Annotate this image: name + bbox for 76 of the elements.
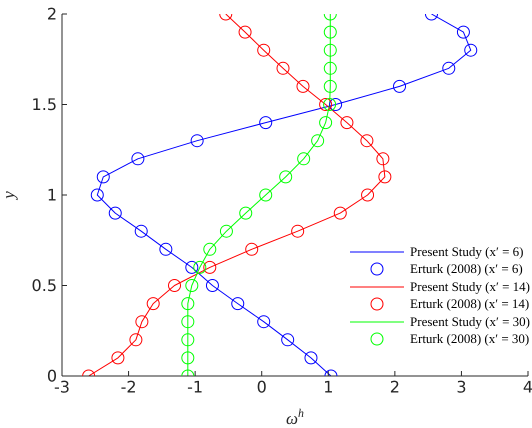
- point: [281, 333, 294, 346]
- legend-label: Erturk (2008) (x′ = 30): [410, 331, 530, 348]
- point: [181, 333, 194, 346]
- y-tick-label: 2: [46, 4, 57, 24]
- x-tick-label: -1: [187, 377, 204, 396]
- point: [279, 170, 292, 184]
- x-axis-title: ω$^{h}$: [286, 406, 304, 428]
- point: [108, 206, 122, 220]
- x-tick-label: 0: [256, 377, 267, 396]
- legend-label: Erturk (2008) (x′ = 6): [410, 261, 523, 278]
- point: [291, 224, 304, 238]
- point: [190, 134, 204, 148]
- legend-label: Present Study (x′ = 6): [410, 244, 524, 260]
- point: [361, 188, 374, 202]
- point: [135, 315, 148, 328]
- point: [181, 315, 194, 328]
- point: [90, 188, 104, 202]
- point: [206, 279, 219, 292]
- point: [159, 242, 172, 256]
- point: [319, 116, 332, 130]
- legend-label: Present Study (x′ = 14): [410, 278, 530, 295]
- point: [231, 297, 244, 310]
- point: [324, 44, 337, 57]
- point: [259, 116, 272, 130]
- point: [334, 206, 347, 220]
- point: [393, 80, 406, 93]
- point: [276, 62, 290, 75]
- point: [181, 297, 194, 310]
- point: [442, 62, 456, 75]
- point: [185, 279, 198, 292]
- point: [245, 242, 258, 256]
- x-tick-label: 4: [522, 377, 532, 396]
- point: [203, 260, 216, 274]
- point: [134, 224, 148, 238]
- y-tick-label: 1.5: [32, 95, 57, 114]
- point: [168, 279, 182, 292]
- y-tick-label: 0.5: [32, 276, 57, 296]
- point: [456, 26, 470, 39]
- point: [96, 170, 110, 184]
- point: [146, 297, 160, 310]
- point: [360, 134, 374, 148]
- point: [111, 351, 124, 364]
- x-tick-label: -2: [120, 377, 137, 396]
- point: [297, 152, 310, 166]
- x-tick-label: 3: [456, 377, 467, 396]
- point: [193, 260, 206, 274]
- point: [259, 188, 272, 202]
- point: [185, 260, 198, 274]
- point: [181, 351, 194, 364]
- point: [239, 206, 252, 220]
- point: [324, 62, 337, 75]
- point: [376, 152, 390, 166]
- point: [340, 116, 354, 130]
- point: [319, 98, 332, 111]
- point: [304, 351, 318, 364]
- y-tick-label: 1: [46, 186, 57, 205]
- point: [311, 134, 324, 148]
- x-tick-label: 1: [323, 377, 334, 396]
- legend-label: Present Study (x′ = 30): [410, 314, 530, 330]
- y-axis-title: y: [0, 190, 18, 201]
- point: [378, 170, 392, 184]
- point: [324, 80, 337, 93]
- point: [203, 242, 216, 256]
- point: [220, 224, 233, 238]
- x-tick-label: 2: [390, 377, 400, 396]
- point: [238, 26, 252, 39]
- point: [131, 152, 144, 166]
- point: [464, 44, 478, 57]
- point: [129, 333, 142, 346]
- point: [323, 98, 336, 111]
- point: [257, 315, 270, 328]
- point: [257, 44, 270, 57]
- point: [324, 26, 337, 39]
- point: [296, 80, 310, 93]
- point: [329, 98, 342, 111]
- legend-label: Erturk (2008) (x′ = 14): [410, 296, 530, 312]
